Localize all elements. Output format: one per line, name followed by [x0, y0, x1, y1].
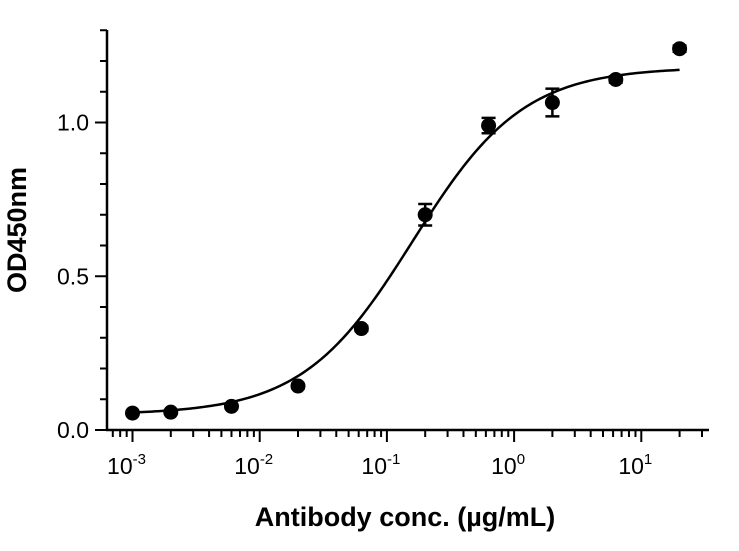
data-point [417, 202, 433, 227]
data-point [544, 87, 560, 118]
x-tick-base: 10 [234, 453, 260, 479]
data-point-marker [223, 398, 239, 414]
fit-curve-line [132, 68, 680, 414]
x-tick-label: 10-1 [361, 451, 400, 479]
x-tick-label: 100 [491, 451, 525, 479]
x-tick-base: 10 [107, 453, 133, 479]
data-point [353, 321, 369, 337]
data-point [481, 116, 497, 135]
x-tick-exponent: 1 [644, 451, 652, 468]
x-tick-exponent: 0 [517, 451, 525, 468]
y-tick-label: 0.0 [57, 417, 89, 443]
data-point-marker [417, 207, 433, 223]
data-point [672, 41, 688, 57]
data-point-marker [125, 405, 140, 421]
data-point [223, 398, 239, 414]
data-point-marker [544, 95, 560, 111]
x-tick-base: 10 [618, 453, 644, 479]
x-tick-label: 10-3 [107, 451, 146, 479]
data-point-marker [672, 41, 688, 57]
x-tick-base: 10 [491, 453, 517, 479]
data-point [608, 71, 624, 87]
x-tick-label: 10-2 [234, 451, 273, 479]
data-point [290, 378, 306, 394]
data-point-marker [290, 378, 306, 394]
data-point [163, 404, 179, 420]
data-point-marker [608, 71, 624, 87]
y-tick-label: 0.5 [57, 263, 89, 289]
x-axis-title: Antibody conc. (µg/mL) [255, 502, 556, 532]
data-point-marker [353, 321, 369, 337]
x-tick-base: 10 [361, 453, 387, 479]
x-tick-exponent: -3 [133, 451, 146, 468]
x-tick-label: 101 [618, 451, 652, 479]
axes: 0.00.51.010-3 10-2 10-1 100 101 [57, 29, 709, 479]
data-point-marker [163, 404, 179, 420]
x-tick-exponent: -1 [387, 451, 400, 468]
x-tick-exponent: -2 [260, 451, 273, 468]
data-points-layer [125, 41, 688, 421]
data-point-marker [481, 118, 497, 134]
data-point [125, 405, 140, 421]
y-tick-label: 1.0 [57, 110, 89, 136]
y-axis-title: OD450nm [2, 167, 32, 293]
fit-curve-layer [132, 68, 680, 414]
